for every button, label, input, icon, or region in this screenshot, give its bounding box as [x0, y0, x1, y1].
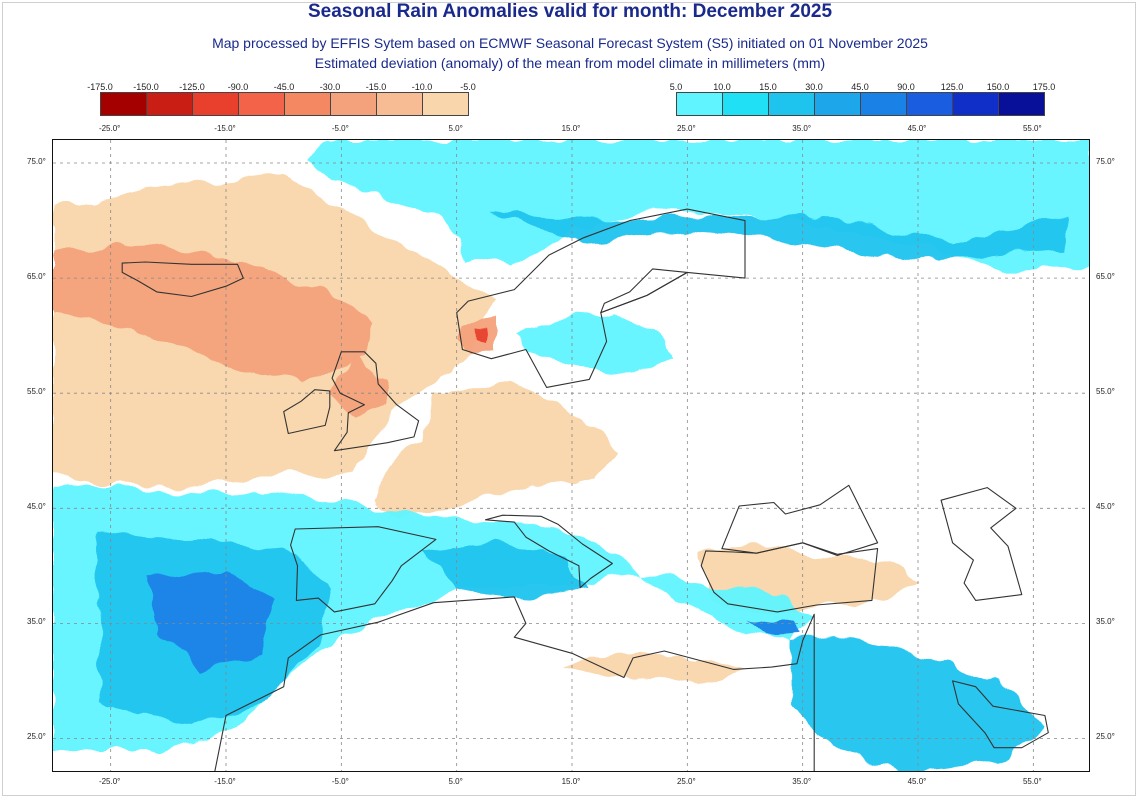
- dry-central-europe: [375, 381, 619, 520]
- negative-swatch-0: [100, 92, 147, 116]
- negative-swatch-6: [376, 92, 423, 116]
- top-lon-label: -25.0°: [98, 124, 121, 133]
- north-africa-coastline: [214, 596, 815, 771]
- positive-swatch-5: [906, 92, 953, 116]
- left-lat-label: 45.0°: [27, 502, 46, 512]
- negative-label-6: -15.0: [365, 82, 387, 92]
- bottom-lon-label: -5.0°: [331, 777, 349, 786]
- left-lat-label: 55.0°: [27, 387, 46, 397]
- bottom-lon-label: 45.0°: [907, 777, 927, 786]
- negative-label-2: -125.0: [179, 82, 205, 92]
- positive-swatch-7: [998, 92, 1045, 116]
- graticule: [53, 140, 1089, 771]
- dry-libya-coast: [560, 652, 745, 684]
- top-lon-label: -15.0°: [214, 124, 236, 133]
- left-lat-label: 35.0°: [27, 617, 46, 627]
- positive-swatch-2: [768, 92, 815, 116]
- negative-swatch-2: [192, 92, 239, 116]
- right-lat-label: 75.0°: [1096, 157, 1115, 167]
- positive-swatch-4: [860, 92, 907, 116]
- negative-swatch-4: [284, 92, 331, 116]
- negative-swatch-3: [238, 92, 285, 116]
- italy-coastline: [484, 514, 613, 589]
- wet-atlantic-core: [145, 571, 273, 670]
- top-lon-label: 35.0°: [792, 124, 812, 133]
- positive-label-5: 90.0: [897, 82, 915, 92]
- positive-swatch-6: [952, 92, 999, 116]
- top-lon-label: 45.0°: [907, 124, 927, 133]
- map-title: Seasonal Rain Anomalies valid for month:…: [307, 1, 833, 22]
- wet-baltic: [514, 312, 676, 376]
- bottom-lon-label: 15.0°: [561, 777, 581, 786]
- negative-label-8: -5.0: [460, 82, 476, 92]
- positive-swatch-1: [722, 92, 769, 116]
- wet-eastern-med-core: [745, 617, 803, 638]
- wet-barents-band: [491, 209, 1068, 261]
- left-lat-label: 75.0°: [27, 157, 46, 167]
- top-lon-label: 5.0°: [448, 124, 463, 133]
- arabian-gulf-coastline: [952, 680, 1049, 749]
- bottom-lon-label: -15.0°: [214, 777, 236, 786]
- anatolia-coastline: [700, 542, 879, 613]
- map-subtitle-description: Estimated deviation (anomaly) of the mea…: [314, 55, 826, 71]
- positive-label-0: 5.0: [669, 82, 683, 92]
- negative-label-0: -175.0: [87, 82, 113, 92]
- right-lat-label: 25.0°: [1096, 732, 1115, 742]
- left-lat-label: 65.0°: [27, 272, 46, 282]
- negative-label-7: -10.0: [411, 82, 433, 92]
- positive-label-7: 150.0: [986, 82, 1010, 92]
- wet-western-med: [422, 542, 584, 601]
- right-lat-label: 65.0°: [1096, 272, 1115, 282]
- ireland-coastline: [283, 389, 331, 435]
- top-lon-label: -5.0°: [331, 124, 349, 133]
- negative-label-4: -45.0: [273, 82, 295, 92]
- negative-label-3: -90.0: [227, 82, 249, 92]
- negative-label-1: -150.0: [133, 82, 159, 92]
- bottom-lon-label: 35.0°: [792, 777, 812, 786]
- positive-label-1: 10.0: [713, 82, 731, 92]
- coastlines-and-borders: [121, 208, 1049, 771]
- dry-iceland-band: [53, 245, 376, 382]
- iceland-coastline: [121, 261, 244, 298]
- right-lat-label: 35.0°: [1096, 617, 1115, 627]
- right-lat-label: 45.0°: [1096, 502, 1115, 512]
- caspian-coastline: [940, 487, 1023, 601]
- map-subtitle-source: Map processed by EFFIS Sytem based on EC…: [212, 35, 928, 51]
- bottom-lon-label: 25.0°: [676, 777, 696, 786]
- positive-swatch-0: [676, 92, 723, 116]
- dry-britain: [329, 358, 388, 417]
- positive-label-8: 175.0: [1032, 82, 1056, 92]
- positive-label-4: 45.0: [851, 82, 869, 92]
- positive-swatch-3: [814, 92, 861, 116]
- top-lon-label: 25.0°: [676, 124, 696, 133]
- bottom-lon-label: -25.0°: [98, 777, 121, 786]
- negative-swatch-1: [146, 92, 193, 116]
- positive-label-2: 15.0: [759, 82, 777, 92]
- bottom-lon-label: 55.0°: [1022, 777, 1042, 786]
- positive-label-3: 30.0: [805, 82, 823, 92]
- top-lon-label: 55.0°: [1022, 124, 1042, 133]
- negative-swatch-5: [330, 92, 377, 116]
- anomaly-map: [52, 139, 1090, 772]
- left-lat-label: 25.0°: [27, 732, 46, 742]
- top-lon-label: 15.0°: [561, 124, 581, 133]
- bottom-lon-label: 5.0°: [448, 777, 463, 786]
- anomaly-map-canvas: [53, 140, 1089, 771]
- right-lat-label: 55.0°: [1096, 387, 1115, 397]
- anomaly-fields: [53, 140, 1089, 771]
- gulf-of-bothnia-coastline: [600, 268, 688, 314]
- iberia-coastline: [290, 526, 437, 613]
- great-britain-coastline: [331, 351, 420, 452]
- positive-label-6: 125.0: [940, 82, 964, 92]
- black-sea-coastline: [721, 484, 879, 557]
- dry-norway-core: [474, 326, 492, 343]
- negative-swatch-7: [422, 92, 469, 116]
- negative-label-5: -30.0: [319, 82, 341, 92]
